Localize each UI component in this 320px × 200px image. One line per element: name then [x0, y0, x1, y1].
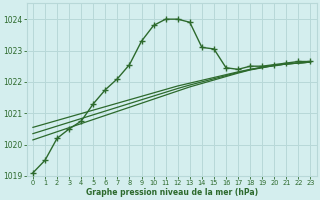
- X-axis label: Graphe pression niveau de la mer (hPa): Graphe pression niveau de la mer (hPa): [86, 188, 258, 197]
